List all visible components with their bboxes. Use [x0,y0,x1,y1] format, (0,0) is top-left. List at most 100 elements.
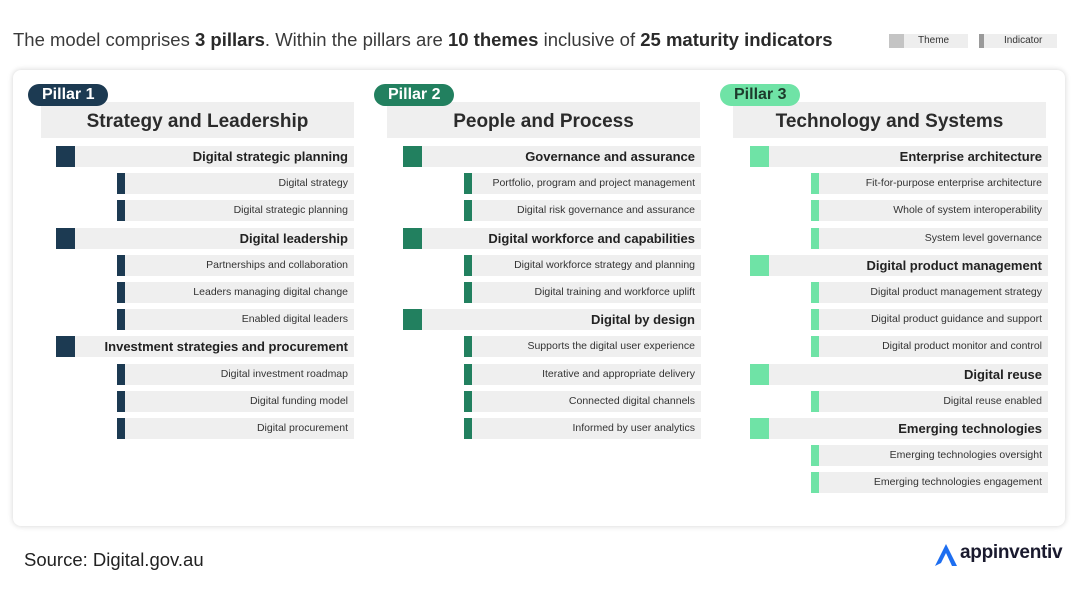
legend-indicator: Indicator [979,34,1057,48]
indicator-label: Digital product management strategy [870,286,1042,298]
indicator-label: Leaders managing digital change [193,286,348,298]
theme-row: Digital strategic planning [56,146,354,167]
indicator-label: Partnerships and collaboration [206,258,348,271]
pillar-title: People and Process [387,102,700,138]
indicator-marker [811,336,819,358]
indicator-row: Digital product monitor and control [811,336,1048,358]
indicator-row: Digital strategy [117,173,354,195]
headline: The model comprises 3 pillars. Within th… [13,29,833,51]
theme-row: Investment strategies and procurement [56,336,354,358]
indicator-row: Digital product guidance and support [811,309,1048,331]
theme-label: Emerging technologies [898,421,1042,436]
theme-row: Enterprise architecture [750,146,1048,167]
theme-label: Digital strategic planning [192,149,348,164]
headline-text: . Within the pillars are [264,29,448,50]
theme-row: Digital product management [750,254,1048,276]
indicator-row: Emerging technologies oversight [811,445,1048,467]
source-caption: Source: Digital.gov.au [24,549,204,570]
indicator-label: System level governance [924,231,1042,244]
indicator-row: Fit-for-purpose enterprise architecture [811,173,1048,195]
indicator-label: Digital strategic planning [233,204,348,217]
indicator-row: System level governance [811,227,1048,249]
indicator-label: Digital training and workforce uplift [534,286,696,298]
indicator-marker [811,227,819,249]
indicator-label: Digital workforce strategy and planning [514,258,695,271]
indicator-label: Digital funding model [249,394,348,407]
pillar-badge: Pillar 3 [720,84,801,106]
indicator-marker [117,282,125,303]
indicator-row: Portfolio, program and project managemen… [464,173,701,195]
theme-marker [56,336,75,358]
legend: Theme Indicator [889,34,1059,48]
legend-theme: Theme [889,34,968,48]
indicator-marker [117,363,125,385]
indicator-marker [811,390,819,412]
indicator-row: Leaders managing digital change [117,282,354,303]
indicator-row: Digital strategic planning [117,200,354,222]
indicator-label: Emerging technologies oversight [889,449,1042,462]
indicator-marker [811,472,819,494]
indicator-marker [117,254,125,276]
theme-label: Investment strategies and procurement [104,339,348,355]
pillar-technology-systems: Pillar 3 Technology and Systems Enterprise… [720,84,1048,514]
brand-logo: appinventiv [933,540,1063,570]
indicator-marker [464,390,472,412]
pillar-people-process: Pillar 2 People and Process Governance and… [374,84,701,514]
indicator-marker [811,445,819,467]
indicator-label: Digital product guidance and support [870,313,1042,326]
appinventiv-logo-icon [935,544,957,566]
indicator-swatch [979,34,984,48]
pillar-title: Strategy and Leadership [41,102,354,138]
headline-indicators-count: 25 maturity indicators [640,29,833,50]
theme-label: Governance and assurance [525,149,695,164]
indicator-marker [464,173,472,195]
headline-text: inclusive of [538,29,641,50]
theme-label: Digital product management [866,257,1042,273]
theme-marker [750,363,769,385]
indicator-label: Iterative and appropriate delivery [542,367,695,380]
indicator-marker [464,418,472,439]
indicator-label: Enabled digital leaders [241,313,348,326]
indicator-label: Portfolio, program and project managemen… [492,177,695,190]
legend-theme-label: Theme [918,35,950,46]
headline-pillars-count: 3 pillars [194,29,265,50]
indicator-marker [117,173,125,195]
theme-row: Digital by design [403,309,701,331]
indicator-row: Digital investment roadmap [117,363,354,385]
indicator-row: Partnerships and collaboration [117,254,354,276]
indicator-row: Digital reuse enabled [811,390,1048,412]
theme-marker [56,227,75,249]
indicator-row: Digital risk governance and assurance [464,200,701,222]
indicator-row: Enabled digital leaders [117,309,354,331]
theme-row: Governance and assurance [403,146,701,167]
indicator-label: Whole of system interoperability [893,204,1042,217]
theme-marker [750,254,769,276]
indicator-marker [811,200,819,222]
indicator-row: Informed by user analytics [464,418,701,439]
indicator-marker [117,200,125,222]
theme-label: Digital by design [590,312,695,328]
indicator-label: Digital investment roadmap [220,367,348,380]
theme-row: Digital reuse [750,363,1048,385]
indicator-marker [811,282,819,303]
indicator-label: Fit-for-purpose enterprise architecture [865,177,1042,190]
indicator-label: Connected digital channels [568,394,695,407]
pillar-badge: Pillar 2 [374,84,455,106]
indicator-label: Digital reuse enabled [943,394,1042,407]
indicator-marker [464,254,472,276]
indicator-row: Digital funding model [117,390,354,412]
brand-name: appinventiv [960,542,1063,563]
indicator-row: Digital procurement [117,418,354,439]
indicator-marker [117,309,125,331]
theme-row: Digital workforce and capabilities [403,227,701,249]
legend-indicator-label: Indicator [1004,35,1043,46]
indicator-label: Emerging technologies engagement [873,476,1042,489]
indicator-label: Digital strategy [278,177,348,190]
indicator-label: Digital risk governance and assurance [516,204,695,217]
indicator-row: Digital training and workforce uplift [464,282,701,303]
pillar-badge: Pillar 1 [28,84,109,106]
indicator-marker [464,363,472,385]
indicator-row: Supports the digital user experience [464,336,701,358]
theme-marker [403,146,422,167]
indicator-label: Digital procurement [256,422,348,434]
